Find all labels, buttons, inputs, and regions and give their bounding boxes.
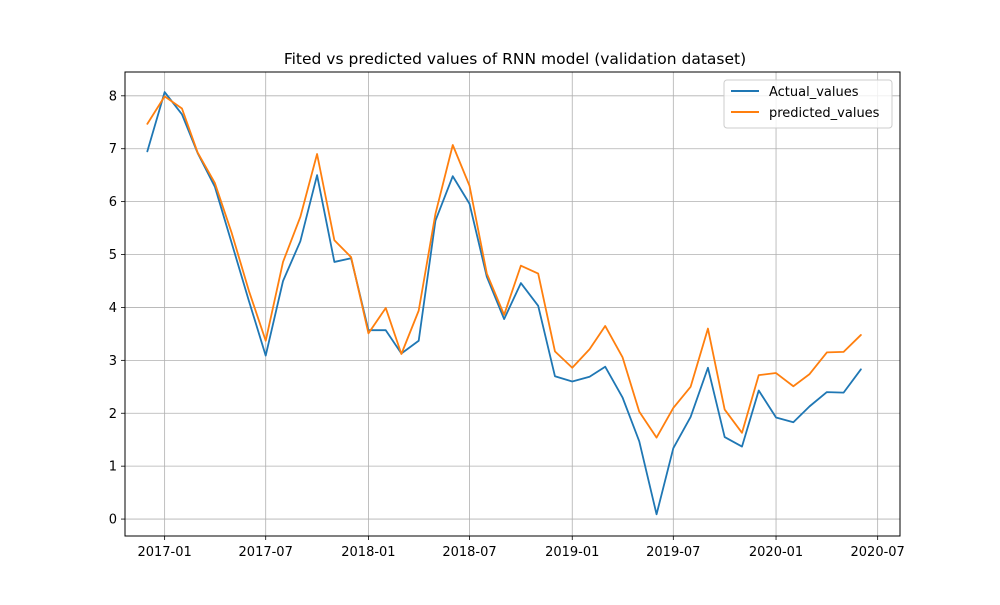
x-tick-label-0: 2017-01 xyxy=(137,545,191,560)
x-axis: 2017-01 2017-07 2018-01 2018-07 2019-01 2019-… xyxy=(137,536,905,560)
y-tick-label-0: 0 xyxy=(109,513,117,528)
y-tick-label-1: 1 xyxy=(109,460,117,475)
legend: Actual_values predicted_values xyxy=(723,79,893,129)
plot-frame xyxy=(124,71,901,537)
chart-title: Fited vs predicted values of RNN model (… xyxy=(284,50,746,68)
legend-label-actual: Actual_values xyxy=(769,85,859,100)
y-tick-label-4: 4 xyxy=(109,301,117,316)
y-tick-label-2: 2 xyxy=(109,407,117,422)
x-tick-label-5: 2019-07 xyxy=(646,545,700,560)
legend-label-predicted: predicted_values xyxy=(769,106,880,121)
grid xyxy=(125,72,900,536)
y-tick-label-7: 7 xyxy=(109,142,117,157)
legend-box xyxy=(723,79,893,129)
y-tick-label-6: 6 xyxy=(109,195,117,210)
y-tick-label-3: 3 xyxy=(109,354,117,369)
y-axis: 0 1 2 3 4 5 6 7 8 xyxy=(109,89,125,528)
y-tick-label-8: 8 xyxy=(109,89,117,104)
x-tick-label-4: 2019-01 xyxy=(545,545,599,560)
series-layer xyxy=(146,91,862,516)
x-tick-label-3: 2018-07 xyxy=(442,545,496,560)
y-tick-label-5: 5 xyxy=(109,248,117,263)
series-line-actual xyxy=(146,91,862,516)
series-line-predicted xyxy=(146,95,862,439)
x-tick-label-1: 2017-07 xyxy=(239,545,293,560)
x-tick-label-6: 2020-01 xyxy=(749,545,803,560)
x-tick-label-7: 2020-07 xyxy=(851,545,905,560)
x-tick-label-2: 2018-01 xyxy=(341,545,395,560)
